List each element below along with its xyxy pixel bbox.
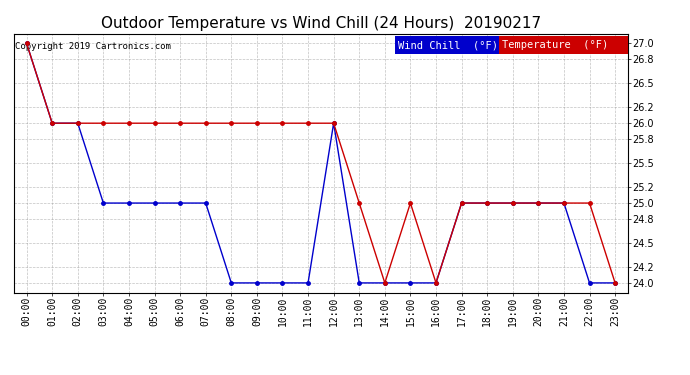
Text: Wind Chill  (°F): Wind Chill (°F): [397, 40, 497, 50]
FancyBboxPatch shape: [499, 36, 628, 54]
FancyBboxPatch shape: [395, 36, 499, 54]
Text: Temperature  (°F): Temperature (°F): [502, 40, 609, 50]
Text: Copyright 2019 Cartronics.com: Copyright 2019 Cartronics.com: [15, 42, 171, 51]
Title: Outdoor Temperature vs Wind Chill (24 Hours)  20190217: Outdoor Temperature vs Wind Chill (24 Ho…: [101, 16, 541, 31]
